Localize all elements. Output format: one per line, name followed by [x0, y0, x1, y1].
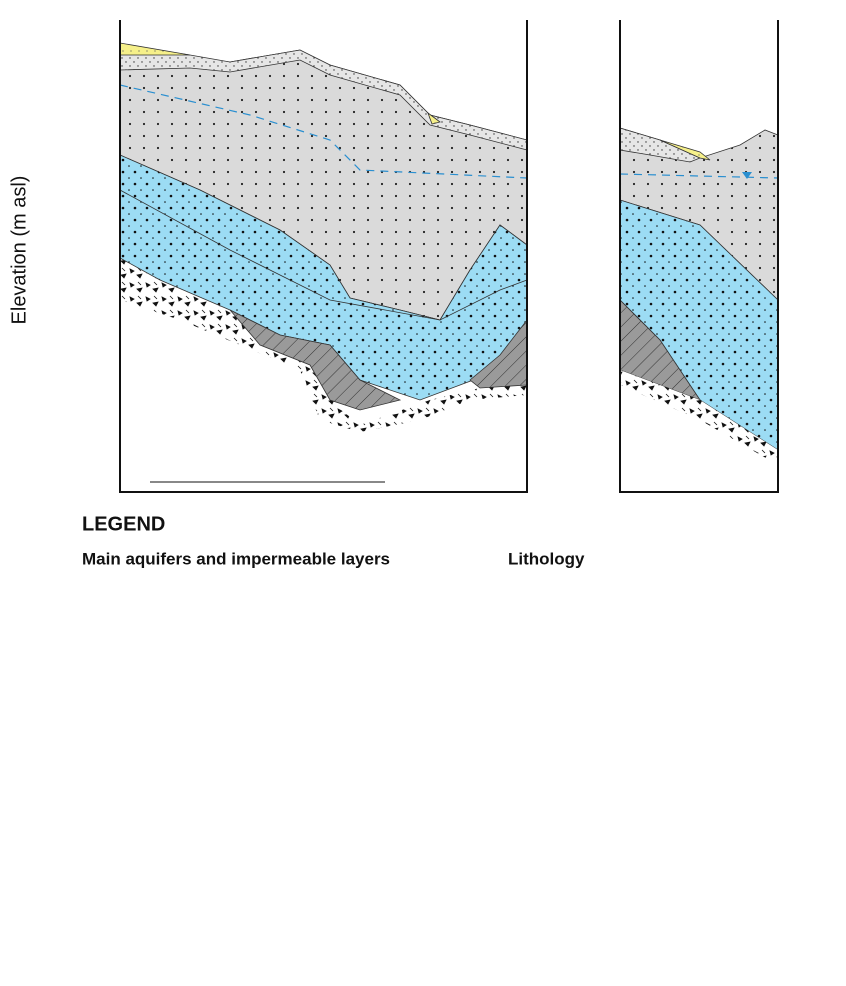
legend-heading: Lithology	[508, 549, 585, 568]
quaternary-aquifer	[120, 43, 190, 55]
section-two-geology	[620, 128, 778, 465]
section-one-geology	[120, 43, 527, 432]
legend-title: LEGEND	[82, 513, 165, 535]
cross-section-figure: Elevation (m asl) LEGEND Main aquifers a…	[0, 0, 846, 981]
legend-heading: Main aquifers and impermeable layers	[82, 549, 390, 568]
legend: LEGEND Main aquifers and impermeable lay…	[82, 513, 585, 568]
y-axis-label: Elevation (m asl)	[8, 176, 30, 325]
